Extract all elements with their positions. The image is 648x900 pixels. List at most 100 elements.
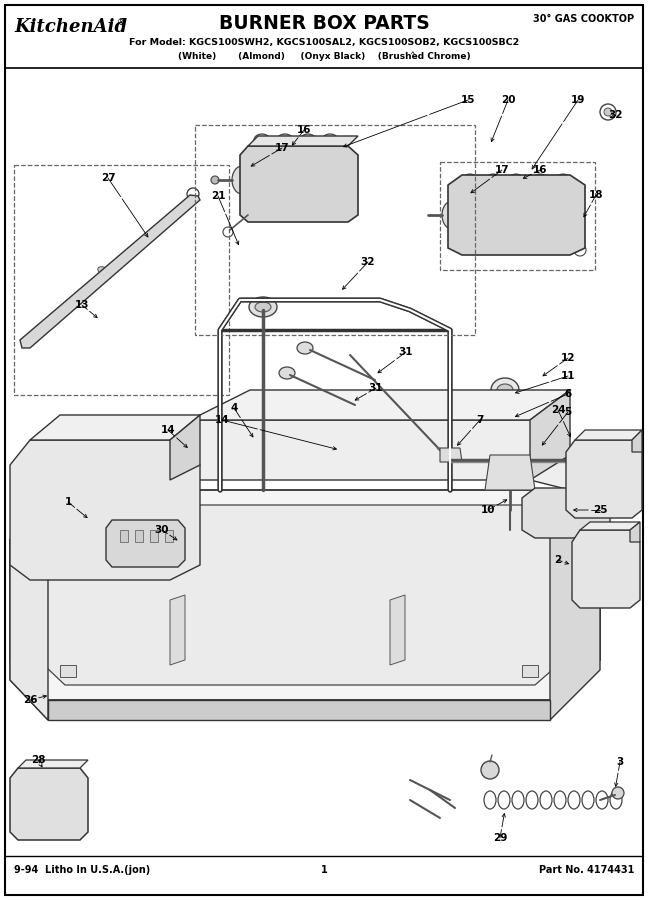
- Polygon shape: [630, 522, 640, 542]
- Text: BURNER BOX PARTS: BURNER BOX PARTS: [218, 14, 430, 33]
- Ellipse shape: [356, 647, 364, 653]
- Text: 15: 15: [461, 95, 475, 105]
- Text: 18: 18: [589, 190, 603, 200]
- Text: For Model: KGCS100SWH2, KGCS100SAL2, KGCS100SOB2, KGCS100SBC2: For Model: KGCS100SWH2, KGCS100SAL2, KGC…: [129, 38, 519, 47]
- Ellipse shape: [98, 266, 112, 277]
- Text: 16: 16: [533, 165, 548, 175]
- Text: 6: 6: [564, 389, 572, 399]
- Bar: [14, 165, 229, 395]
- Ellipse shape: [87, 689, 93, 695]
- Ellipse shape: [574, 244, 586, 256]
- Ellipse shape: [516, 632, 524, 638]
- Ellipse shape: [491, 408, 519, 432]
- Bar: [522, 665, 538, 677]
- Ellipse shape: [442, 201, 462, 229]
- Ellipse shape: [70, 492, 90, 508]
- Text: 31: 31: [369, 383, 383, 393]
- Text: 12: 12: [561, 353, 575, 363]
- Text: 16: 16: [297, 125, 311, 135]
- Polygon shape: [18, 760, 88, 768]
- Bar: [195, 125, 475, 335]
- Polygon shape: [10, 490, 48, 720]
- Ellipse shape: [254, 134, 270, 146]
- Polygon shape: [20, 195, 200, 348]
- Text: 5: 5: [564, 407, 572, 417]
- Polygon shape: [240, 146, 358, 222]
- Text: 19: 19: [571, 95, 585, 105]
- Polygon shape: [10, 440, 200, 580]
- Ellipse shape: [110, 462, 130, 478]
- Text: ®: ®: [117, 18, 126, 27]
- Text: Part No. 4174431: Part No. 4174431: [538, 865, 634, 875]
- Ellipse shape: [426, 642, 434, 648]
- Text: 31: 31: [399, 347, 413, 357]
- Ellipse shape: [489, 176, 497, 182]
- Polygon shape: [106, 520, 185, 567]
- Ellipse shape: [487, 689, 493, 695]
- Text: 1: 1: [64, 497, 72, 507]
- Ellipse shape: [117, 495, 123, 501]
- Ellipse shape: [487, 495, 493, 501]
- Polygon shape: [155, 420, 570, 490]
- Text: 11: 11: [561, 371, 575, 381]
- Text: 32: 32: [361, 257, 375, 267]
- Text: 7: 7: [476, 415, 483, 425]
- Polygon shape: [28, 505, 575, 685]
- Ellipse shape: [491, 378, 519, 402]
- Bar: [60, 665, 76, 677]
- Ellipse shape: [275, 433, 285, 441]
- Ellipse shape: [300, 134, 316, 146]
- Text: 20: 20: [501, 95, 515, 105]
- Ellipse shape: [397, 495, 403, 501]
- Ellipse shape: [236, 642, 244, 648]
- Polygon shape: [190, 390, 570, 420]
- Polygon shape: [390, 595, 405, 665]
- Polygon shape: [632, 430, 642, 452]
- Ellipse shape: [612, 787, 624, 799]
- Ellipse shape: [508, 456, 516, 464]
- Ellipse shape: [600, 104, 616, 120]
- Bar: [150, 530, 158, 542]
- Ellipse shape: [303, 137, 313, 143]
- Ellipse shape: [335, 433, 345, 441]
- Bar: [135, 530, 143, 542]
- Ellipse shape: [277, 134, 293, 146]
- Bar: [440, 162, 595, 270]
- Ellipse shape: [497, 384, 513, 396]
- Ellipse shape: [30, 782, 66, 818]
- Polygon shape: [566, 440, 642, 518]
- Ellipse shape: [325, 137, 335, 143]
- Text: 26: 26: [23, 695, 37, 705]
- Text: 10: 10: [481, 505, 495, 515]
- Polygon shape: [550, 490, 600, 720]
- Text: 30: 30: [155, 525, 169, 535]
- Ellipse shape: [463, 174, 477, 184]
- Text: 28: 28: [30, 755, 45, 765]
- Text: KitchenAid: KitchenAid: [14, 18, 127, 36]
- Polygon shape: [522, 488, 610, 538]
- Ellipse shape: [559, 176, 567, 182]
- Ellipse shape: [70, 522, 90, 538]
- Text: 14: 14: [214, 415, 229, 425]
- Ellipse shape: [255, 302, 271, 312]
- Ellipse shape: [395, 433, 405, 441]
- Bar: [60, 503, 76, 515]
- Text: 3: 3: [616, 757, 623, 767]
- Ellipse shape: [508, 486, 516, 494]
- Text: 1: 1: [321, 865, 327, 875]
- Text: ˄: ˄: [410, 52, 415, 62]
- Ellipse shape: [455, 433, 465, 441]
- Polygon shape: [170, 595, 185, 665]
- Ellipse shape: [280, 137, 290, 143]
- Text: 29: 29: [493, 833, 507, 843]
- Ellipse shape: [223, 227, 233, 237]
- Text: 4: 4: [230, 403, 238, 413]
- Text: 21: 21: [211, 191, 226, 201]
- Ellipse shape: [38, 790, 58, 810]
- Ellipse shape: [512, 176, 520, 182]
- Ellipse shape: [297, 495, 303, 501]
- Bar: [522, 503, 538, 515]
- Ellipse shape: [279, 367, 295, 379]
- Polygon shape: [580, 522, 640, 530]
- Ellipse shape: [466, 176, 474, 182]
